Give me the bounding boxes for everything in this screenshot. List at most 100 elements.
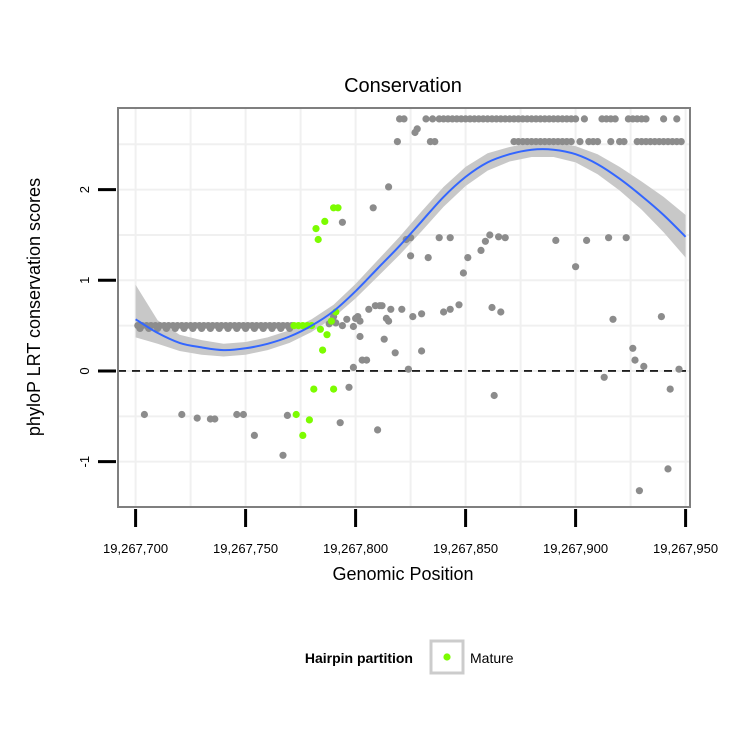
point-mature bbox=[323, 331, 331, 339]
point-other bbox=[431, 138, 439, 146]
point-other bbox=[440, 308, 448, 316]
point-other bbox=[642, 115, 650, 123]
point-other bbox=[336, 419, 344, 427]
point-mature bbox=[312, 225, 320, 233]
point-other bbox=[422, 115, 430, 123]
point-other bbox=[666, 385, 674, 393]
point-other bbox=[567, 138, 575, 146]
point-other bbox=[345, 383, 353, 391]
legend: Hairpin partition Mature bbox=[305, 639, 514, 675]
point-other bbox=[233, 324, 241, 332]
y-axis-title: phyloP LRT conservation scores bbox=[24, 178, 44, 436]
point-mature bbox=[299, 431, 307, 439]
point-other bbox=[605, 234, 613, 242]
point-other bbox=[180, 324, 188, 332]
point-other bbox=[677, 138, 685, 146]
point-other bbox=[413, 125, 421, 133]
x-axis: 19,267,700 19,267,750 19,267,800 19,267,850… bbox=[103, 509, 718, 556]
point-other bbox=[455, 301, 463, 309]
point-other bbox=[488, 303, 496, 312]
point-other bbox=[343, 315, 351, 323]
point-other bbox=[380, 335, 388, 343]
point-mature bbox=[330, 385, 338, 393]
point-mature bbox=[305, 416, 313, 424]
y-tick-label: 1 bbox=[77, 277, 92, 284]
legend-key-box bbox=[429, 639, 465, 675]
point-other bbox=[385, 183, 393, 191]
data-points bbox=[134, 115, 685, 495]
point-mature bbox=[314, 235, 322, 244]
point-other bbox=[211, 415, 219, 423]
legend-title: Hairpin partition bbox=[305, 650, 413, 666]
x-tick-label: 19,267,850 bbox=[433, 541, 498, 556]
point-other bbox=[283, 411, 291, 419]
point-other bbox=[552, 236, 560, 244]
plot-panel bbox=[117, 107, 691, 508]
point-other bbox=[572, 115, 580, 123]
x-tick-label: 19,267,750 bbox=[213, 541, 278, 556]
point-other bbox=[349, 322, 357, 331]
point-other bbox=[594, 138, 602, 146]
y-tick-label: 2 bbox=[77, 186, 92, 193]
point-other bbox=[490, 391, 498, 400]
point-other bbox=[136, 324, 144, 332]
y-tick-label: -1 bbox=[77, 456, 92, 468]
point-other bbox=[268, 324, 276, 332]
point-mature bbox=[334, 204, 342, 212]
panel-border bbox=[117, 107, 691, 508]
point-other bbox=[385, 317, 393, 325]
point-other bbox=[233, 410, 241, 419]
point-other bbox=[338, 218, 346, 226]
point-other bbox=[673, 115, 681, 123]
point-other bbox=[365, 305, 373, 313]
point-other bbox=[387, 305, 395, 313]
point-other bbox=[459, 269, 467, 277]
point-other bbox=[675, 365, 683, 373]
point-other bbox=[657, 313, 666, 321]
point-other bbox=[495, 233, 503, 241]
point-other bbox=[193, 414, 201, 422]
point-mature bbox=[321, 217, 329, 225]
point-other bbox=[400, 115, 408, 123]
point-other bbox=[259, 324, 267, 332]
point-other bbox=[622, 234, 630, 242]
point-other bbox=[501, 234, 509, 242]
point-other bbox=[611, 115, 619, 123]
point-other bbox=[631, 356, 639, 364]
legend-key-mature bbox=[443, 653, 451, 661]
point-other bbox=[338, 322, 346, 330]
point-other bbox=[393, 138, 401, 146]
point-other bbox=[162, 324, 170, 332]
point-other bbox=[446, 305, 454, 313]
point-other bbox=[250, 324, 258, 332]
point-other bbox=[635, 487, 644, 495]
point-other bbox=[580, 115, 589, 123]
point-other bbox=[477, 246, 485, 254]
point-other bbox=[378, 302, 386, 310]
chart-title: Conservation bbox=[344, 75, 462, 97]
x-tick-label: 19,267,800 bbox=[323, 541, 388, 556]
point-other bbox=[572, 263, 580, 271]
point-other bbox=[486, 231, 494, 239]
point-other bbox=[279, 451, 287, 459]
point-other bbox=[629, 344, 637, 352]
point-other bbox=[664, 465, 672, 473]
point-other bbox=[429, 115, 437, 123]
point-other bbox=[418, 310, 426, 318]
point-other bbox=[178, 410, 186, 419]
point-other bbox=[171, 324, 179, 332]
point-other bbox=[369, 204, 377, 212]
x-tick-label: 19,267,900 bbox=[543, 541, 608, 556]
point-mature bbox=[319, 346, 327, 354]
point-other bbox=[424, 254, 432, 262]
point-other bbox=[497, 308, 505, 316]
point-mature bbox=[310, 385, 318, 393]
x-tick-label: 19,267,700 bbox=[103, 541, 168, 556]
y-tick-label: 0 bbox=[77, 367, 92, 374]
point-mature bbox=[292, 410, 300, 419]
point-other bbox=[277, 324, 285, 332]
point-other bbox=[215, 324, 223, 332]
point-other bbox=[481, 237, 489, 245]
point-other bbox=[404, 365, 412, 373]
